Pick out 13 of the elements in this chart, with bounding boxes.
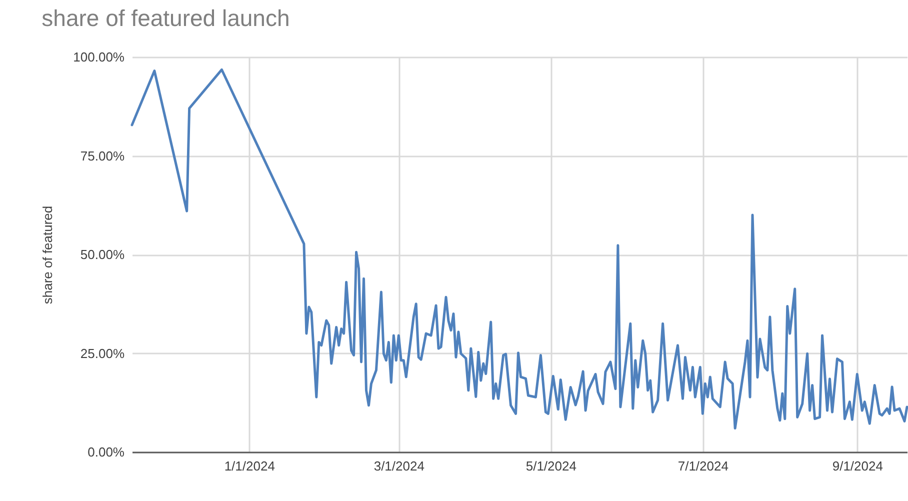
line-series [130, 68, 908, 430]
y-tick-label: 0.00% [88, 444, 125, 460]
y-tick-label: 25.00% [80, 346, 125, 361]
x-tick-label: 9/1/2024 [832, 458, 883, 474]
x-tick-label: 7/1/2024 [678, 458, 728, 474]
y-axis-title: share of featured [40, 206, 56, 304]
y-tick-label: 100.00% [73, 50, 125, 64]
x-tick-label: 3/1/2024 [374, 458, 424, 474]
y-tick-label: 50.00% [80, 247, 125, 262]
chart-title: share of featured launch [42, 5, 290, 31]
x-tick-label: 1/1/2024 [224, 458, 275, 474]
x-tick-label: 5/1/2024 [526, 458, 576, 474]
y-tick-label: 75.00% [80, 148, 125, 164]
